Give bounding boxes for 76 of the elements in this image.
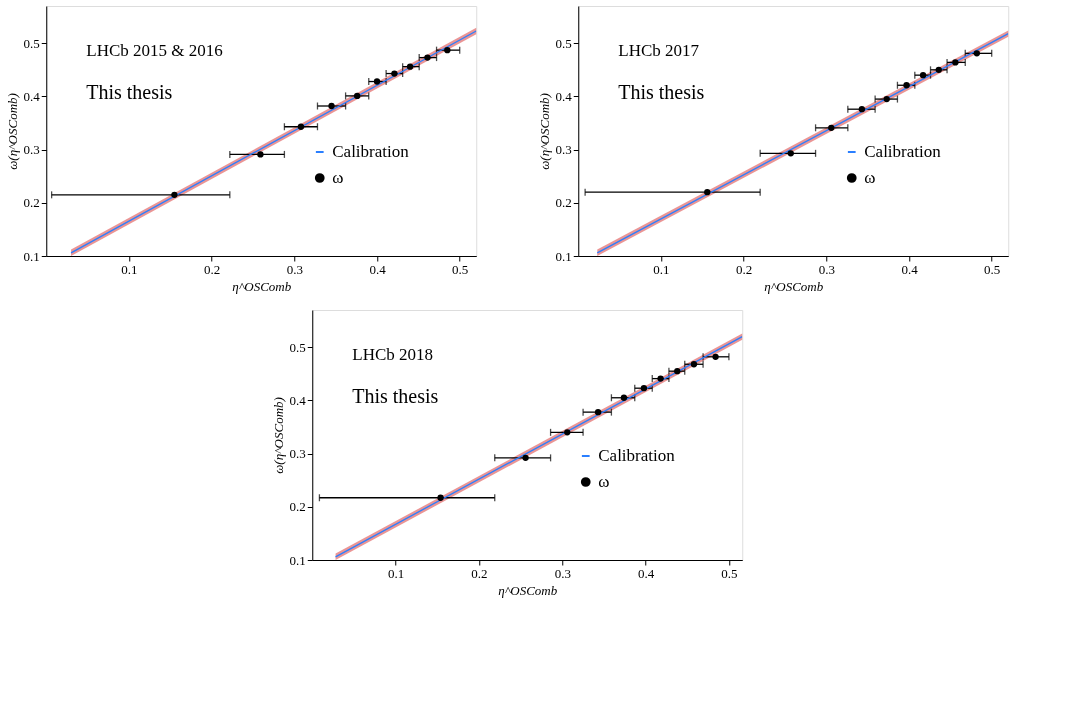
y-axis-title: ω(η^OSComb) [270,397,286,474]
legend-label: Calibration [332,142,410,161]
legend-label: Calibration [598,446,676,465]
point [640,385,648,392]
annotation: LHCb 2018 [352,345,433,364]
point [919,71,927,79]
y-tick-label: 0.5 [555,35,572,51]
x-tick-label: 0.2 [204,261,221,277]
legend-label: ω [864,168,876,187]
point [690,361,698,368]
annotation: LHCb 2017 [618,41,700,60]
point [935,66,942,73]
y-tick-label: 0.2 [289,499,306,515]
y-tick-label: 0.3 [555,142,572,158]
y-tick-label: 0.4 [555,88,573,104]
x-tick-label: 0.3 [818,261,835,277]
point [297,123,305,130]
point [712,353,719,360]
point [437,494,444,501]
annotation: This thesis [352,385,439,407]
point [657,375,664,382]
y-tick-label: 0.4 [289,392,307,408]
legend-label: ω [332,168,344,187]
x-axis-title: η^OSComb [764,278,824,294]
point [257,151,264,158]
point [620,394,628,401]
y-tick-label: 0.2 [555,195,572,211]
x-axis-title: η^OSComb [232,278,292,294]
x-tick-label: 0.1 [121,261,138,277]
x-tick-label: 0.4 [901,261,919,277]
x-tick-label: 0.5 [721,565,738,581]
point [858,106,866,113]
point [522,454,529,462]
legend-label: ω [598,472,610,491]
point [444,46,451,54]
x-tick-label: 0.2 [736,261,753,277]
y-tick-label: 0.5 [23,35,40,51]
point [787,150,794,157]
point [406,63,414,70]
y-tick-label: 0.1 [289,552,306,568]
x-tick-label: 0.4 [637,565,655,581]
point [903,82,910,89]
point [952,59,959,66]
x-tick-label: 0.5 [452,261,469,277]
y-tick-label: 0.1 [555,248,572,264]
x-tick-label: 0.2 [471,565,488,581]
annotation: This thesis [86,81,173,103]
y-tick-label: 0.5 [289,339,306,355]
y-tick-label: 0.3 [23,142,40,158]
point [354,92,361,100]
y-tick-label: 0.2 [23,195,40,211]
point [564,429,571,436]
x-tick-label: 0.5 [984,261,1001,277]
annotation: LHCb 2015 & 2016 [86,41,223,60]
point [674,368,681,375]
point [391,70,398,77]
y-tick-label: 0.1 [23,248,40,264]
x-tick-label: 0.1 [653,261,670,277]
y-axis-title: ω(η^OSComb) [4,93,20,170]
point [973,50,980,57]
annotation: This thesis [618,81,705,103]
point [704,189,711,196]
y-axis-title: ω(η^OSComb) [536,93,552,170]
x-tick-label: 0.1 [387,565,405,581]
y-tick-label: 0.4 [23,88,41,104]
point [828,124,835,131]
point [424,54,431,61]
legend-label: Calibration [864,142,942,161]
point [328,102,335,110]
y-tick-label: 0.3 [289,446,306,462]
point [171,191,178,198]
point [594,408,602,416]
point [373,78,381,85]
point [883,95,890,103]
x-tick-label: 0.4 [369,261,387,277]
x-axis-title: η^OSComb [498,582,558,598]
